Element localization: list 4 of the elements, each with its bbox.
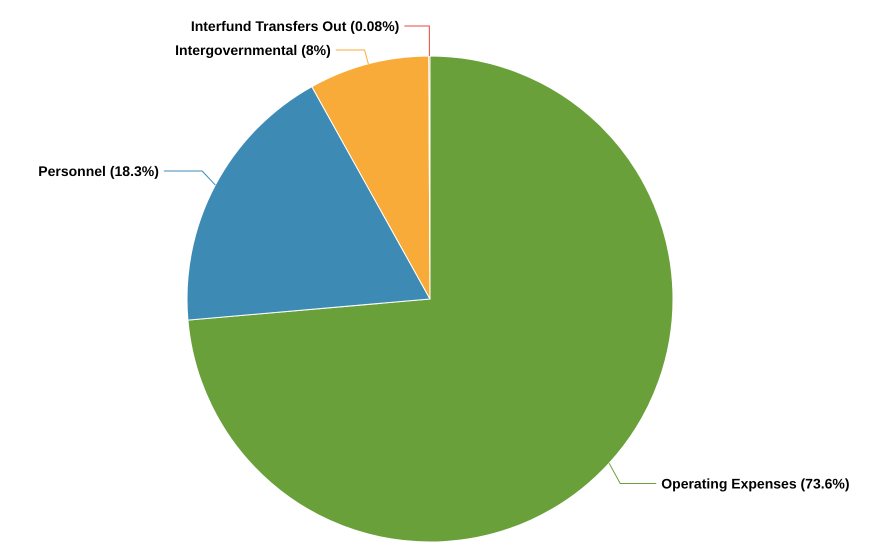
slice-label: Personnel (18.3%) [38, 162, 159, 179]
slice-label: Interfund Transfers Out (0.08%) [190, 18, 400, 34]
slice-label: Operating Expenses (73.6%) [661, 475, 850, 492]
slice-label: Intergovernmental (8%) [175, 42, 331, 58]
